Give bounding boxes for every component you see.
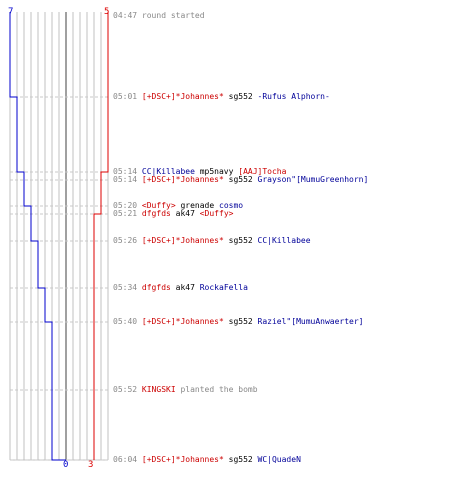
event-time: 05:21 — [113, 209, 138, 218]
grid-lines — [9, 12, 109, 461]
blue-start-count: 7 — [8, 7, 14, 17]
event-text-part: [+DSC+]*Johannes* — [141, 317, 224, 326]
event-text-part: [+DSC+]*Johannes* — [141, 92, 224, 101]
event-dash-lines — [10, 96, 110, 461]
event-text-part: CC|Killabee — [257, 236, 311, 245]
event-row: 06:04 [+DSC+]*Johannes* sg552 WC|QuadeN — [113, 454, 301, 466]
event-text-part: sg552 — [223, 175, 258, 184]
event-text-part: mp5navy — [194, 167, 239, 176]
event-text-part: cosmo — [219, 201, 244, 210]
event-time: 05:14 — [113, 175, 138, 184]
event-text-part: [+DSC+]*Johannes* — [141, 455, 224, 464]
event-time: 05:34 — [113, 283, 138, 292]
event-row: 04:47 round started — [113, 10, 205, 22]
event-row: 05:26 [+DSC+]*Johannes* sg552 CC|Killabe… — [113, 235, 311, 247]
red-start-count: 5 — [104, 7, 110, 17]
event-text-part: RockaFella — [199, 283, 248, 292]
event-text-part: [+DSC+]*Johannes* — [141, 175, 224, 184]
event-row: 05:40 [+DSC+]*Johannes* sg552 Raziel"[Mu… — [113, 316, 364, 328]
event-row: 05:14 [+DSC+]*Johannes* sg552 Grayson"[M… — [113, 174, 368, 186]
event-text-part: KINGSKI — [141, 385, 176, 394]
event-text-part: Raziel"[MumuAnwaerter] — [257, 317, 364, 326]
event-row: 05:20 <Duffy> grenade cosmo — [113, 200, 243, 212]
event-text-part: -Rufus Alphorn- — [257, 92, 330, 101]
event-text-part: CC|Killabee — [141, 167, 195, 176]
event-time: 05:01 — [113, 92, 138, 101]
event-text-part: [+DSC+]*Johannes* — [141, 236, 224, 245]
event-text-part: <Duffy> — [141, 201, 176, 210]
event-text-part: Grayson"[MumuGreenhorn] — [257, 175, 369, 184]
event-text-part: dfgfds — [141, 209, 171, 218]
event-text-part: dfgfds — [141, 283, 171, 292]
event-time: 05:14 — [113, 167, 138, 176]
event-row: 05:34 dfgfds ak47 RockaFella — [113, 282, 248, 294]
event-text-part: sg552 — [223, 317, 258, 326]
event-time: 06:04 — [113, 455, 138, 464]
event-text-part: ak47 — [170, 283, 200, 292]
event-text-part: WC|QuadeN — [257, 455, 301, 464]
event-text-part: sg552 — [223, 236, 258, 245]
red-end-count: 3 — [88, 460, 94, 470]
blue-end-count: 0 — [63, 460, 69, 470]
event-text-part: <Duffy> — [199, 209, 234, 218]
event-time: 05:40 — [113, 317, 138, 326]
event-row: 05:21 dfgfds ak47 <Duffy> — [113, 208, 233, 220]
event-text-part: ak47 — [170, 209, 200, 218]
event-row: 05:52 KINGSKI planted the bomb — [113, 384, 258, 396]
event-time: 05:26 — [113, 236, 138, 245]
event-text-part: sg552 — [223, 455, 258, 464]
event-text-part: [AAJ]Tocha — [238, 167, 287, 176]
event-time: 05:20 — [113, 201, 138, 210]
red-team-step-line — [93, 12, 109, 460]
event-text-part: planted the bomb — [175, 385, 258, 394]
blue-team-step-line — [9, 12, 66, 461]
event-time: 04:47 — [113, 11, 138, 20]
event-text-part: sg552 — [223, 92, 258, 101]
event-row: 05:01 [+DSC+]*Johannes* sg552 -Rufus Alp… — [113, 91, 330, 103]
event-row: 05:14 CC|Killabee mp5navy [AAJ]Tocha — [113, 166, 286, 178]
event-text-part: round started — [141, 11, 205, 20]
event-text-part: grenade — [175, 201, 219, 210]
event-time: 05:52 — [113, 385, 138, 394]
